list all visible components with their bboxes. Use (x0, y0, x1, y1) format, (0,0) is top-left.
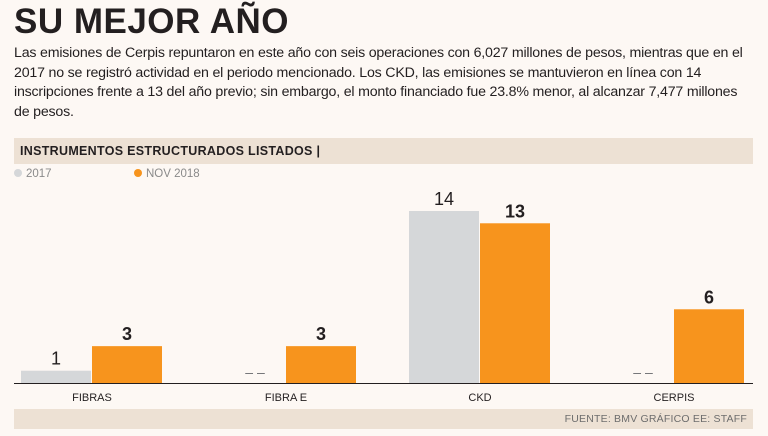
source-bar: FUENTE: BMV GRÁFICO EE: STAFF (14, 409, 753, 429)
bar-2017-ckd (409, 211, 479, 383)
legend-item-2017: 2017 (14, 168, 52, 180)
bar-2018-cerpis (674, 309, 744, 383)
bar-2018-ckd (480, 223, 550, 383)
source-note: FUENTE: BMV GRÁFICO EE: STAFF (564, 413, 747, 425)
legend-label-2017: 2017 (26, 168, 52, 180)
category-label-ckd: CKD (468, 392, 491, 404)
legend-swatch-2017 (14, 168, 22, 177)
legend-swatch-2018 (134, 168, 142, 177)
data-label-2018-ckd: 13 (505, 201, 525, 221)
legend-item-2018: NOV 2018 (134, 168, 200, 180)
missing-label-2017-fibra-e: – – (245, 364, 265, 380)
page-title: SU MEJOR AÑO (14, 2, 290, 41)
data-label-2018-fibra-e: 3 (316, 324, 326, 344)
data-label-2017-fibras: 1 (51, 349, 61, 369)
missing-label-2017-cerpis: – – (633, 364, 653, 380)
section-title: INSTRUMENTOS ESTRUCTURADOS LISTADOS | (20, 144, 321, 158)
data-label-2018-fibras: 3 (122, 324, 132, 344)
bar-2017-fibras (21, 370, 91, 383)
bar-2018-fibras (92, 346, 162, 383)
section-header: INSTRUMENTOS ESTRUCTURADOS LISTADOS | (14, 138, 753, 164)
category-label-fibras: FIBRAS (72, 392, 112, 404)
category-label-fibra-e: FIBRA E (265, 392, 307, 404)
bar-2018-fibra-e (286, 346, 356, 383)
data-label-2017-ckd: 14 (434, 189, 454, 209)
description-text: Las emisiones de Cerpis repuntaron en es… (14, 45, 743, 120)
data-label-2018-cerpis: 6 (704, 287, 714, 307)
category-label-cerpis: CERPIS (654, 392, 695, 404)
legend-label-2018: NOV 2018 (146, 168, 200, 180)
